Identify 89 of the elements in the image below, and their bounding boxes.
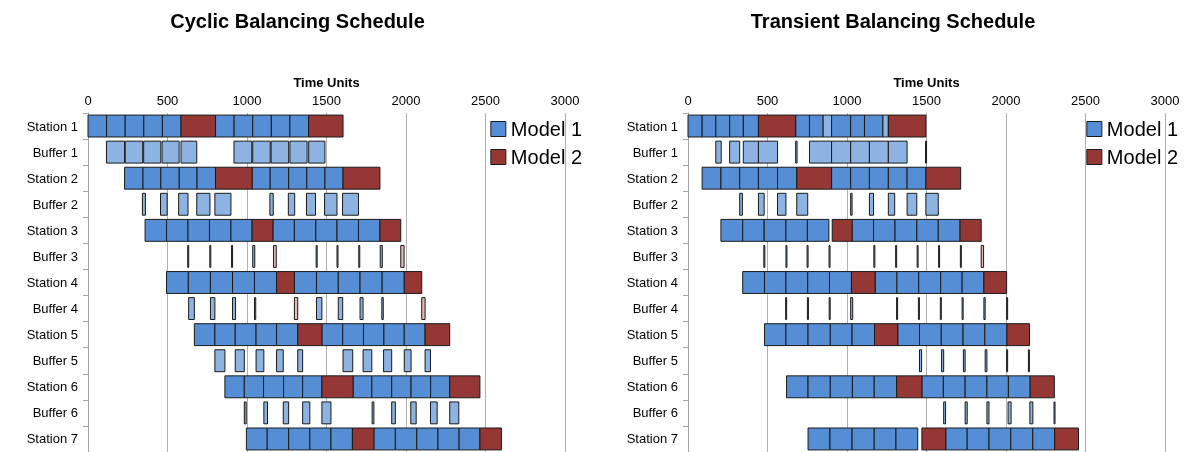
- chart-title: Cyclic Balancing Schedule: [170, 10, 425, 32]
- bar: [178, 192, 189, 216]
- y-tick-label: Station 3: [26, 222, 78, 238]
- x-tick-label: 2500: [471, 93, 500, 108]
- legend-label: Model 2: [510, 146, 582, 168]
- y-tick-label: Station 3: [626, 222, 678, 238]
- x-tick-label: 1500: [312, 93, 341, 108]
- y-tick-label: Buffer 2: [32, 196, 78, 212]
- y-tick-label: Station 1: [26, 118, 78, 134]
- y-tick-label: Buffer 5: [632, 353, 678, 369]
- bar: [362, 349, 373, 373]
- x-tick-label: 0: [684, 93, 692, 108]
- y-tick-label: Station 4: [626, 275, 678, 290]
- bar: [188, 297, 195, 321]
- bar: [379, 244, 383, 268]
- bar: [429, 401, 438, 425]
- bar: [287, 192, 296, 216]
- bar: [980, 244, 985, 268]
- bar: [302, 401, 311, 425]
- legend-label: Model 1: [510, 118, 582, 140]
- y-tick-label: Buffer 1: [632, 144, 678, 160]
- x-tick-label: 2000: [991, 93, 1021, 108]
- x-tick-label: 3000: [1150, 93, 1180, 108]
- legend-label: Model 2: [1106, 146, 1178, 168]
- y-tick-label: Station 6: [26, 379, 78, 395]
- chart-title: Transient Balancing Schedule: [750, 10, 1036, 32]
- x-tick-label: 1000: [232, 93, 262, 108]
- x-tick-label: 500: [756, 93, 779, 108]
- x-tick-label: 0: [84, 93, 92, 108]
- x-tick-label: 1000: [832, 93, 862, 108]
- bar: [276, 349, 284, 373]
- bar: [424, 349, 431, 373]
- bar: [315, 297, 323, 321]
- bar: [324, 192, 338, 216]
- bar: [321, 401, 332, 425]
- legend-label: Model 1: [1106, 118, 1178, 140]
- bar: [252, 244, 256, 268]
- bar: [421, 297, 426, 321]
- bar: [342, 192, 359, 216]
- y-tick-label: Buffer 4: [32, 301, 78, 317]
- bar: [305, 192, 317, 216]
- bar: [342, 349, 354, 373]
- bar: [141, 192, 146, 216]
- x-tick-label: 500: [156, 93, 179, 108]
- x-tick-label: 2500: [1071, 93, 1100, 108]
- bar: [359, 297, 364, 321]
- bar: [214, 349, 226, 373]
- bar: [196, 192, 211, 216]
- x-tick-label: 2000: [391, 93, 421, 108]
- x-axis-title: Time Units: [293, 75, 360, 91]
- x-tick-label: 3000: [550, 93, 580, 108]
- y-tick-label: Station 2: [626, 170, 678, 186]
- bar: [403, 349, 412, 373]
- bar: [214, 192, 232, 216]
- y-tick-label: Buffer 6: [632, 405, 678, 421]
- y-tick-label: Station 5: [626, 327, 678, 343]
- y-tick-label: Station 4: [26, 275, 78, 290]
- bar: [255, 349, 265, 373]
- y-tick-label: Station 7: [26, 431, 78, 447]
- bar: [391, 401, 396, 425]
- y-tick-label: Buffer 3: [32, 248, 78, 264]
- y-tick-label: Buffer 1: [32, 144, 78, 160]
- bar: [383, 349, 393, 373]
- bar: [234, 349, 245, 373]
- y-tick-label: Station 5: [26, 327, 78, 343]
- bar: [232, 297, 237, 321]
- bar: [273, 244, 277, 268]
- bar: [263, 401, 269, 425]
- bar: [160, 192, 168, 216]
- y-tick-label: Buffer 6: [32, 405, 78, 421]
- bar: [293, 297, 299, 321]
- y-tick-label: Station 7: [626, 431, 678, 447]
- y-tick-label: Station 1: [626, 118, 678, 134]
- x-axis-title: Time Units: [893, 75, 960, 91]
- y-tick-label: Buffer 2: [632, 196, 678, 212]
- y-tick-label: Buffer 5: [32, 353, 78, 369]
- bar: [209, 297, 216, 321]
- bar: [337, 297, 344, 321]
- x-tick-label: 1500: [912, 93, 941, 108]
- bar: [282, 401, 290, 425]
- bar: [400, 244, 405, 268]
- bar: [297, 349, 304, 373]
- bar: [410, 401, 417, 425]
- y-tick-label: Station 2: [26, 170, 78, 186]
- y-tick-label: Buffer 3: [632, 248, 678, 264]
- y-tick-label: Station 6: [626, 379, 678, 395]
- bar: [269, 192, 274, 216]
- bar: [449, 401, 460, 425]
- y-tick-label: Buffer 4: [632, 301, 678, 317]
